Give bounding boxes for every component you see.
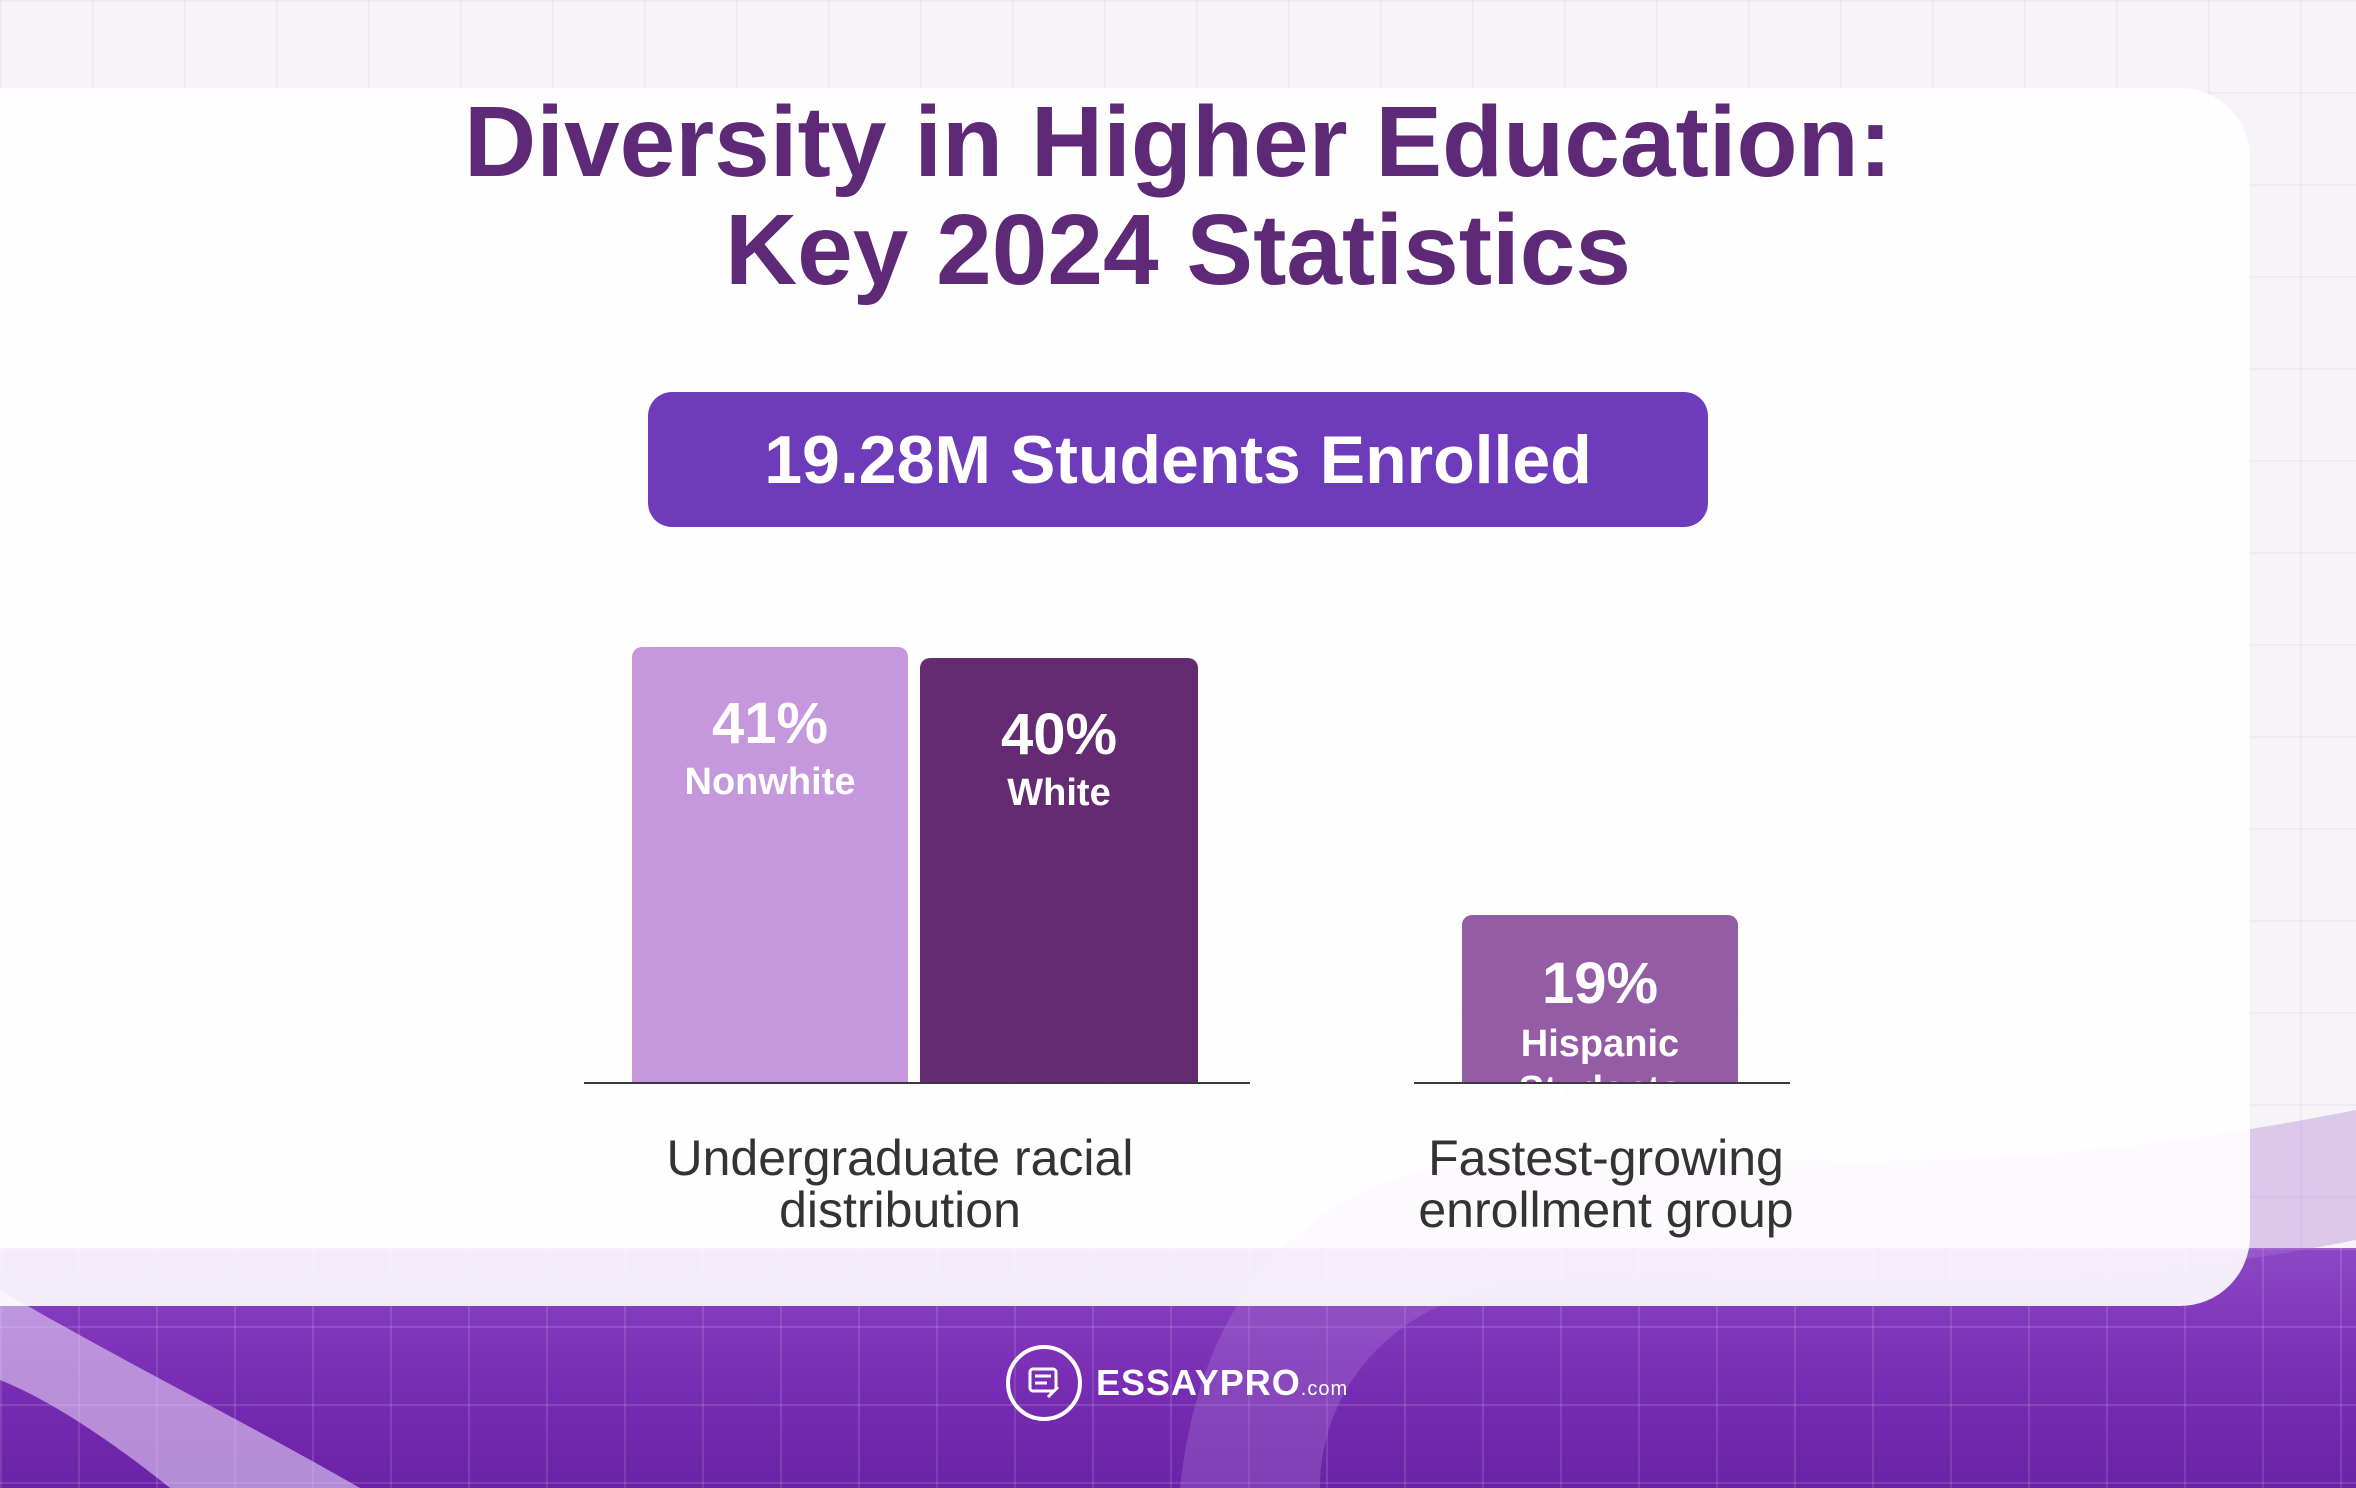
title-line-1: Diversity in Higher Education: [463,86,1893,198]
bar-value-label: 40% [1000,702,1118,767]
chart-baseline [1414,1082,1790,1084]
bar-white: 40% White [920,658,1198,1082]
bar-nonwhite: 41% Nonwhite [632,647,908,1082]
chart-caption: Undergraduate racial distribution [666,1130,1134,1238]
essay-document-icon [1006,1345,1082,1421]
bar-category-label: Nonwhite [684,761,856,804]
bar-value-label: 19% [1541,950,1659,1016]
bar-value-label: 41% [711,691,829,757]
bar-category-label: White [1007,772,1111,814]
page-title: Diversity in Higher Education: Key 2024 … [0,88,2356,304]
chart-caption: Fastest-growing enrollment group [1418,1130,1794,1238]
essaypro-logo: ESSAYPRO.com [1006,1343,1348,1423]
enrollment-banner: 19.28M Students Enrolled [648,392,1708,527]
title-line-2: Key 2024 Statistics [724,194,1632,306]
chart-baseline [584,1082,1250,1084]
bar-hispanic: 19% Hispanic Students [1462,914,1738,1111]
logo-wordmark: ESSAYPRO.com [1096,1362,1349,1403]
bar-category-label: Hispanic Students [1518,1022,1682,1111]
